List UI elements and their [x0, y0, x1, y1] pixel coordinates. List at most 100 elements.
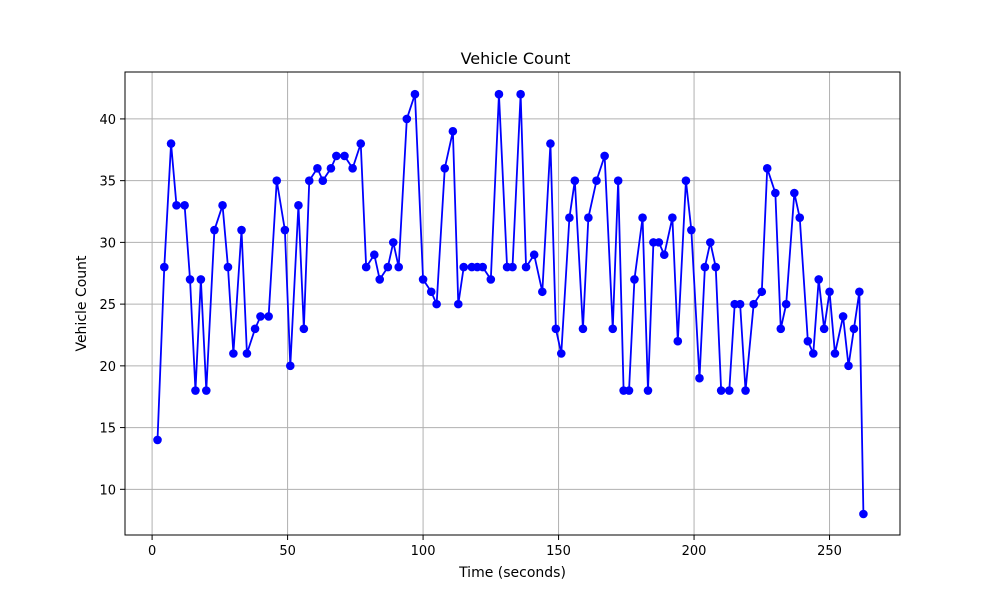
data-point — [218, 201, 227, 210]
data-point — [825, 287, 834, 297]
y-tick-label: 10 — [99, 483, 116, 498]
data-point — [584, 213, 593, 222]
x-axis-label: Time (seconds) — [458, 565, 566, 581]
data-point — [521, 262, 531, 272]
data-point — [166, 139, 176, 148]
data-point — [711, 262, 721, 272]
data-point — [426, 287, 436, 297]
data-point — [600, 151, 609, 161]
data-point — [795, 213, 805, 222]
data-point — [201, 386, 211, 395]
data-point — [280, 225, 290, 235]
data-point — [494, 89, 504, 99]
data-point — [630, 275, 639, 284]
data-point — [516, 89, 525, 99]
series — [153, 89, 868, 519]
data-point — [724, 386, 734, 395]
data-point — [223, 262, 233, 272]
data-point — [695, 373, 704, 383]
data-point — [529, 250, 539, 260]
data-point — [735, 299, 745, 309]
data-point — [808, 349, 818, 358]
data-point — [771, 188, 780, 198]
data-point — [659, 250, 669, 260]
data-point — [749, 299, 758, 309]
grid — [125, 72, 900, 535]
data-point — [478, 262, 487, 272]
x-tick-label: 50 — [279, 544, 296, 559]
data-point — [849, 324, 859, 334]
data-point — [340, 151, 349, 161]
data-point — [448, 126, 458, 136]
data-point — [700, 262, 710, 272]
y-tick-label: 20 — [99, 360, 116, 375]
data-point — [191, 386, 200, 395]
plot-frame — [124, 71, 901, 536]
y-tick-label: 30 — [99, 236, 116, 251]
x-tick-label: 0 — [148, 544, 156, 559]
data-point — [776, 324, 786, 334]
x-tick-label: 250 — [817, 544, 842, 559]
data-point — [159, 262, 169, 272]
data-point — [781, 299, 791, 309]
data-point — [394, 262, 403, 272]
data-point — [348, 164, 357, 173]
data-point — [402, 114, 412, 124]
data-point — [643, 386, 653, 395]
data-point — [486, 275, 496, 284]
data-point — [237, 225, 246, 235]
data-point — [654, 238, 664, 247]
data-point — [304, 176, 314, 185]
data-point — [624, 386, 634, 395]
data-point — [294, 201, 303, 210]
data-point — [153, 435, 162, 445]
data-point — [859, 509, 868, 519]
data-point — [830, 349, 840, 358]
data-point — [762, 164, 772, 173]
x-tick-label: 100 — [411, 544, 436, 559]
data-point — [361, 262, 371, 272]
data-point — [285, 361, 295, 371]
data-point — [242, 349, 252, 358]
data-point — [706, 238, 715, 247]
data-point — [299, 324, 309, 334]
data-point — [196, 275, 206, 284]
chart-title: Vehicle Count — [461, 49, 571, 68]
data-point — [326, 164, 336, 173]
data-point — [250, 324, 260, 334]
data-point — [538, 287, 547, 297]
data-point — [410, 89, 420, 99]
data-point — [638, 213, 647, 222]
data-point — [803, 336, 813, 346]
data-point — [556, 349, 566, 358]
ticks: 0 50 100 150 200 250 10 15 20 25 30 35 40 — [99, 113, 842, 559]
y-tick-label: 35 — [99, 175, 116, 190]
data-point — [546, 139, 555, 148]
y-tick-label: 25 — [99, 298, 116, 313]
y-tick-label: 15 — [99, 422, 116, 437]
data-point — [454, 299, 463, 309]
data-point — [210, 225, 219, 235]
data-point — [356, 139, 366, 148]
data-point — [318, 176, 328, 185]
data-point — [578, 324, 588, 334]
data-point — [608, 324, 618, 334]
data-point — [229, 349, 238, 358]
data-point — [790, 188, 799, 198]
data-point — [570, 176, 580, 185]
data-point — [264, 312, 273, 321]
x-tick-label: 200 — [682, 544, 707, 559]
data-point — [418, 275, 428, 284]
data-point — [375, 275, 385, 284]
data-point — [332, 151, 341, 161]
data-point — [440, 164, 450, 173]
data-point — [432, 299, 441, 309]
data-point — [681, 176, 691, 185]
data-point — [687, 225, 696, 235]
y-tick-label: 40 — [99, 113, 116, 128]
data-point — [551, 324, 561, 334]
data-point — [819, 324, 829, 334]
data-point — [370, 250, 379, 260]
